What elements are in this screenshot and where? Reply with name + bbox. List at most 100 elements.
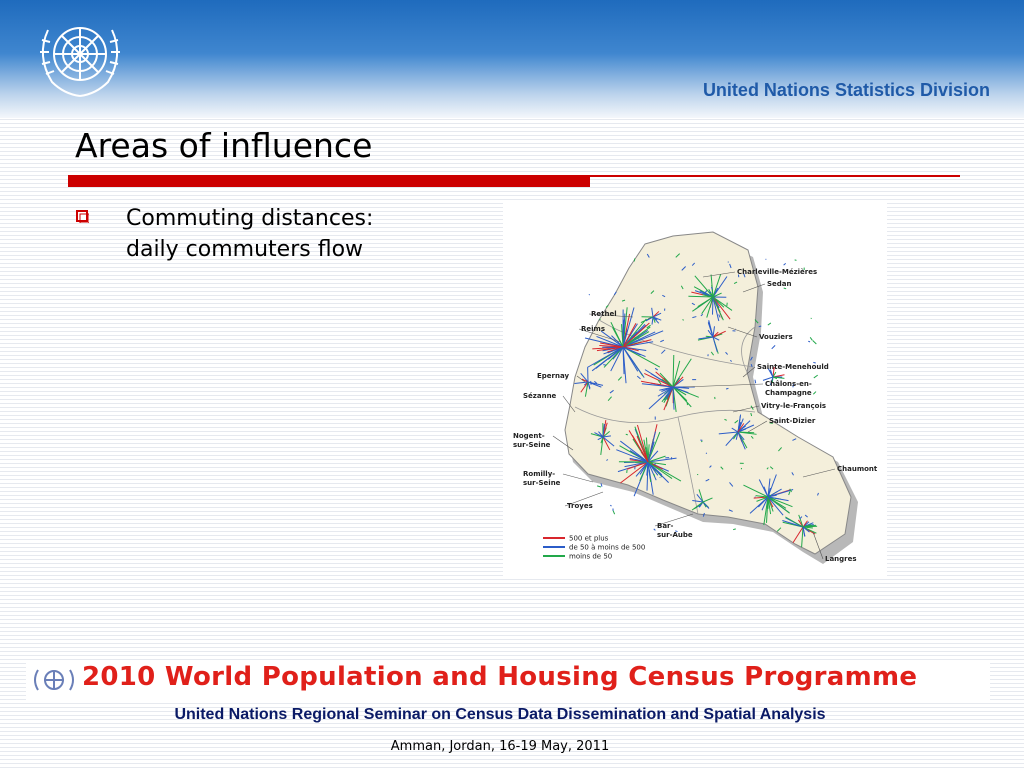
flow-line [772, 371, 777, 378]
flow-line [622, 346, 627, 384]
flow-line [734, 420, 739, 424]
flow-line [750, 356, 753, 361]
flow-line [580, 372, 589, 383]
town-label: Châlons-en-Champagne [765, 380, 812, 397]
flow-line [792, 526, 804, 543]
flow-line [712, 296, 724, 321]
flow-line [720, 466, 724, 470]
flow-line [702, 294, 714, 298]
flow-line [622, 322, 637, 348]
flow-line [792, 438, 797, 441]
flow-line [699, 290, 714, 298]
flow-line [580, 381, 589, 393]
legend-label: moins de 50 [569, 553, 612, 561]
flow-line [652, 316, 662, 321]
town-leader-line [812, 531, 824, 560]
flow-line [622, 339, 652, 348]
flow-line [622, 346, 639, 372]
town-leader-line [742, 283, 766, 293]
flow-line [702, 501, 710, 509]
flow-line [616, 449, 649, 463]
flow-line [812, 391, 817, 395]
flow-line [636, 435, 649, 463]
flow-line [672, 386, 689, 394]
flow-line [767, 478, 771, 498]
flow-line [698, 489, 704, 503]
town-leader-line [576, 375, 586, 383]
flow-line [651, 307, 654, 318]
flow-line [802, 524, 812, 528]
flow-line [743, 273, 746, 278]
flow-line [581, 378, 589, 383]
flow-line [737, 424, 755, 433]
flow-line [584, 381, 589, 397]
legend-label: de 50 à moins de 500 [569, 544, 645, 552]
flow-line [688, 295, 714, 298]
flow-line [666, 386, 674, 399]
flow-line [813, 361, 816, 364]
flow-line [672, 354, 675, 388]
census-programme-title: 2010 World Population and Housing Census… [82, 662, 918, 692]
flow-line [645, 316, 654, 322]
town-label: Troyes [567, 502, 593, 510]
flow-line [798, 514, 804, 528]
flow-line [802, 526, 817, 534]
flow-line [654, 463, 656, 466]
flow-line [758, 325, 762, 328]
flow-line [662, 294, 666, 298]
seminar-venue: Amman, Jordan, 16-19 May, 2011 [390, 739, 610, 754]
town-label: Epernay [537, 372, 569, 380]
flow-line [598, 318, 601, 321]
flow-line [647, 461, 673, 479]
flow-line [602, 436, 611, 451]
flow-line [766, 467, 769, 470]
flow-line [737, 423, 745, 433]
flow-line [725, 351, 728, 355]
flow-line [769, 422, 773, 424]
town-label: Rethel [591, 310, 617, 318]
flow-line [788, 491, 791, 496]
flow-line [712, 296, 733, 311]
title-rule-thin [590, 175, 960, 177]
flow-line [602, 435, 611, 438]
flow-line [675, 530, 678, 533]
flow-line [647, 461, 651, 479]
flow-line [620, 440, 649, 463]
flow-line [603, 364, 607, 366]
flow-line [737, 431, 746, 450]
flow-line [607, 396, 612, 402]
flow-line [809, 337, 813, 341]
flow-line [596, 346, 624, 352]
flow-line [625, 433, 628, 436]
flow-line [605, 305, 609, 308]
checkbox-bullet-icon [76, 210, 89, 223]
flow-line [705, 452, 708, 455]
town-label: Langres [825, 555, 857, 563]
flow-line [654, 367, 658, 371]
flow-line [733, 528, 736, 531]
flow-line [712, 296, 720, 322]
flow-line [743, 484, 769, 498]
flow-line [694, 501, 704, 510]
flow-line [813, 374, 819, 379]
flow-line [767, 496, 784, 516]
flow-line [767, 496, 789, 502]
flow-line [730, 359, 732, 362]
flow-line [639, 461, 649, 475]
town-label: Vitry-le-François [761, 402, 826, 410]
flow-line [622, 322, 650, 348]
flow-line [657, 386, 674, 397]
flow-line [710, 274, 714, 298]
flow-line [636, 424, 649, 463]
town-leader-line [654, 513, 694, 527]
flow-line [771, 344, 776, 350]
flow-line [646, 461, 649, 476]
town-leader-line [702, 271, 736, 278]
flow-line [729, 482, 734, 487]
flow-line [691, 262, 696, 266]
flow-line [646, 253, 650, 258]
town-leader-line [732, 405, 760, 413]
flow-line [702, 497, 713, 503]
flow-line [735, 431, 739, 440]
town-label: Vouziers [759, 333, 793, 341]
